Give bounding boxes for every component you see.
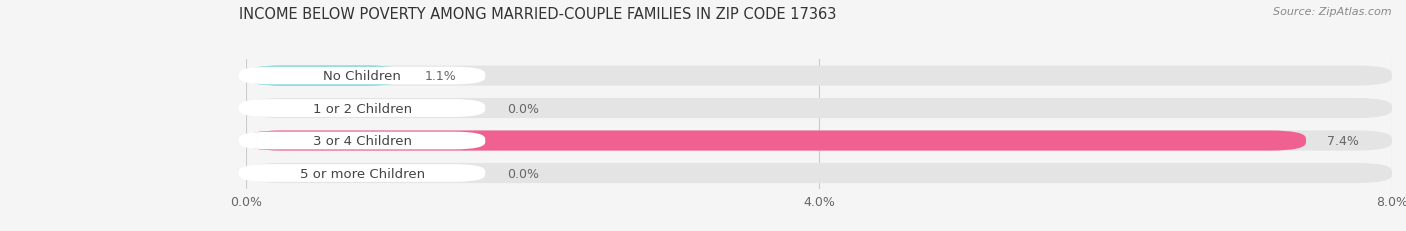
FancyBboxPatch shape [239,67,485,85]
Text: Source: ZipAtlas.com: Source: ZipAtlas.com [1274,7,1392,17]
FancyBboxPatch shape [239,164,485,182]
Text: No Children: No Children [323,70,401,83]
FancyBboxPatch shape [246,131,1306,151]
FancyBboxPatch shape [246,66,1392,86]
FancyBboxPatch shape [239,100,485,117]
Text: 0.0%: 0.0% [506,102,538,115]
FancyBboxPatch shape [239,132,485,150]
Text: 5 or more Children: 5 or more Children [299,167,425,180]
Text: 1 or 2 Children: 1 or 2 Children [312,102,412,115]
FancyBboxPatch shape [246,99,1392,119]
Text: 7.4%: 7.4% [1327,134,1360,147]
Text: 0.0%: 0.0% [506,167,538,180]
Text: INCOME BELOW POVERTY AMONG MARRIED-COUPLE FAMILIES IN ZIP CODE 17363: INCOME BELOW POVERTY AMONG MARRIED-COUPL… [239,7,837,22]
FancyBboxPatch shape [246,66,404,86]
Text: 1.1%: 1.1% [425,70,457,83]
FancyBboxPatch shape [246,131,1392,151]
Text: 3 or 4 Children: 3 or 4 Children [312,134,412,147]
FancyBboxPatch shape [246,163,1392,183]
